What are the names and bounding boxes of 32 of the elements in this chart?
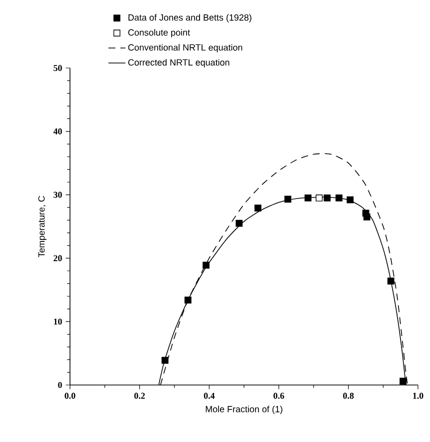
y-tick-label: 30 [54,192,62,198]
y-tick-label: 20 [54,255,62,262]
x-tick-label: 0.4 [204,392,215,399]
x-tick-label: 0.0 [64,392,76,399]
y-tick-label: 40 [53,128,62,134]
x-tick-label: 0.8 [343,392,354,399]
x-tick-label: 0.2 [134,392,145,399]
point [336,194,342,202]
point [400,378,406,385]
x-tick-label: 1.0 [413,392,424,399]
point [346,196,354,204]
y-tick-label: 50 [54,64,62,72]
x-tick-label: 0.6 [274,392,284,399]
y-tick-label: 10 [54,318,62,325]
x-axis-title: Mole Fraction of (1) [206,406,282,414]
legend-label: Data of Jones and Betts (1928) [128,14,252,22]
legend-label: Corrected NRTL equation [128,58,230,68]
point [387,278,394,284]
y-axis-title: Temperature, C [38,196,46,258]
point [324,194,331,202]
point [304,194,312,202]
legend-label: Conventional NRTL equation [128,44,242,52]
point [162,356,168,364]
point [202,262,210,269]
point [316,194,323,202]
point [254,204,262,212]
y-tick-label: 0 [58,382,62,388]
legend-label: Consolute point [128,29,190,38]
point [363,214,370,220]
point [184,296,192,304]
point [284,196,292,203]
point [236,220,243,227]
